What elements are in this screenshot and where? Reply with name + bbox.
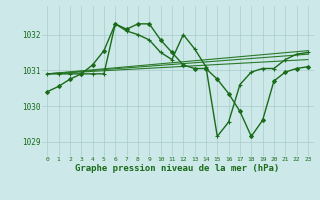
X-axis label: Graphe pression niveau de la mer (hPa): Graphe pression niveau de la mer (hPa) [76, 164, 280, 173]
